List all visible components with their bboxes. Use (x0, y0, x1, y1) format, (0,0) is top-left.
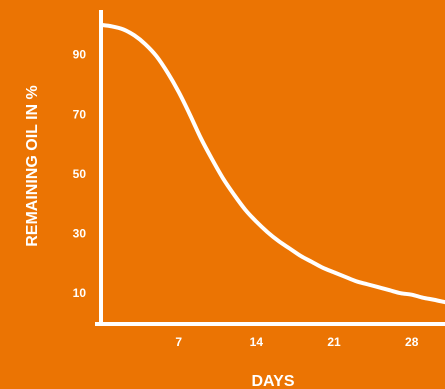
x-tick-label: 28 (405, 335, 419, 349)
x-tick-label: 14 (250, 335, 264, 349)
y-tick-labels: 10 30 50 70 90 (73, 48, 87, 300)
x-tick-label: 21 (327, 335, 341, 349)
x-axis-title: DAYS (252, 373, 295, 389)
series-lines (99, 22, 445, 305)
y-tick-label: 30 (73, 227, 87, 241)
x-tick-label: 7 (175, 335, 182, 349)
x-tick-labels: 7 14 21 28 (175, 335, 418, 349)
y-axis-title: REMAINING OIL IN % (24, 85, 41, 247)
y-tick-label: 70 (73, 107, 87, 121)
y-tick-label: 10 (73, 286, 87, 300)
series-line (99, 22, 445, 305)
y-tick-label: 50 (73, 167, 87, 181)
y-tick-label: 90 (73, 48, 87, 62)
